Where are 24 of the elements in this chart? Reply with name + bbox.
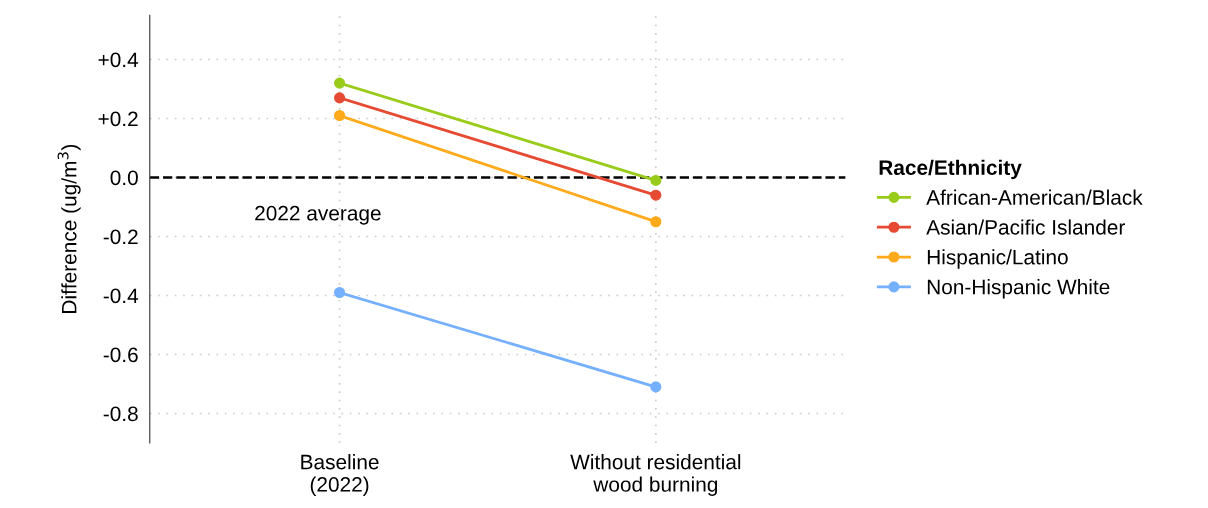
point (650, 216, 662, 228)
y-axis-title: Difference (ug/m$^{3}$) (57, 144, 81, 313)
legend-label: African-American/Black (926, 189, 1143, 205)
point (650, 381, 662, 393)
x-tick-label: Without residential wood burning (570, 454, 741, 496)
point (334, 109, 346, 122)
point (334, 77, 346, 89)
y-tick-label: +0.2 (98, 111, 138, 127)
point (334, 92, 346, 104)
y-tick-label: -0.6 (103, 347, 138, 363)
x-tick-label: Baseline (2022) (301, 454, 379, 496)
legend-label: Hispanic/Latino (927, 249, 1068, 269)
legend-title: Race/Ethnicity (879, 159, 1022, 180)
legend-label: Non-Hispanic White (927, 279, 1110, 299)
point (334, 286, 346, 299)
y-tick-label: 0.0 (110, 170, 138, 186)
ref-line-label: 2022 average (255, 205, 381, 225)
y-tick-label: +0.4 (98, 52, 139, 68)
y-tick-label: -0.4 (103, 288, 139, 304)
legend-label: Asian/Pacific Islander (926, 219, 1125, 235)
point (650, 174, 662, 186)
point (650, 189, 662, 201)
y-tick-label: -0.8 (103, 406, 138, 422)
y-tick-label: -0.2 (103, 229, 138, 245)
